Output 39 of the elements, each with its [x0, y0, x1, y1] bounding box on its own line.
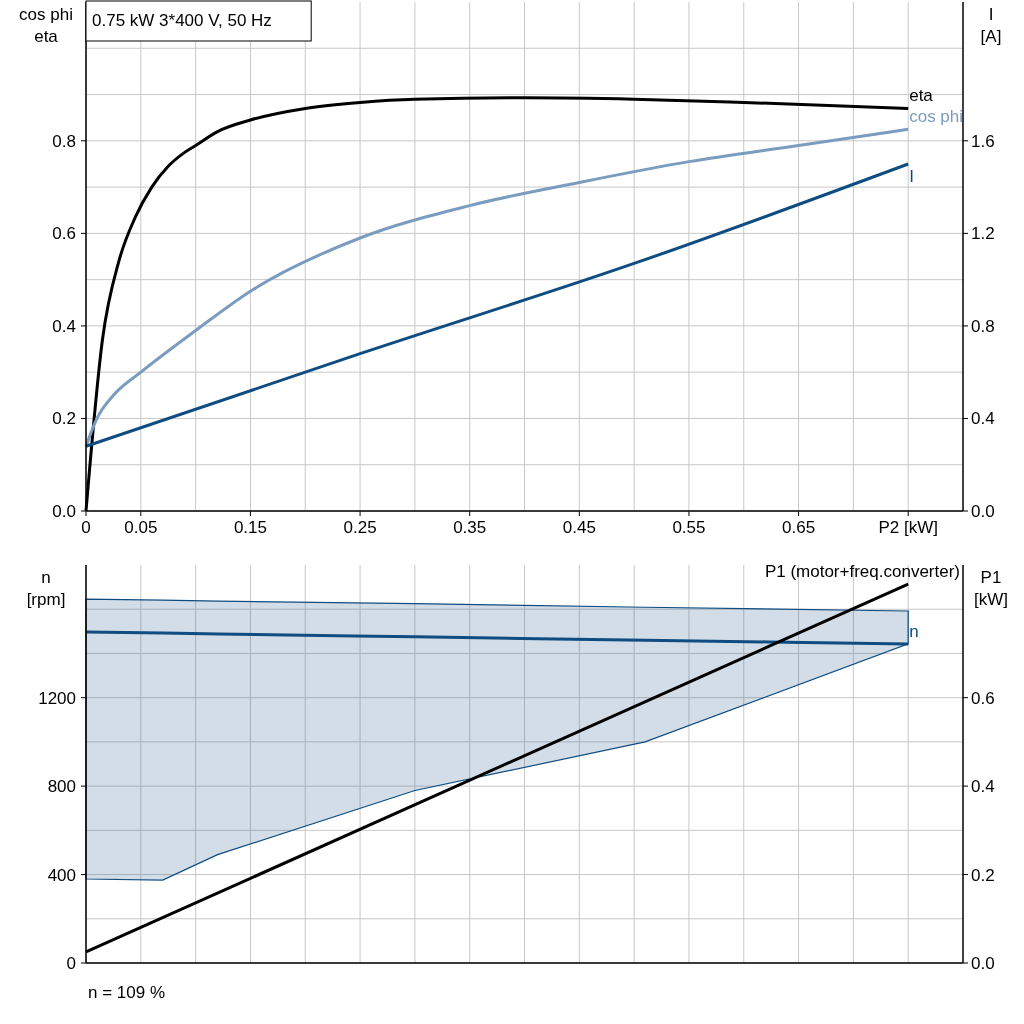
y2-tick-label: 0.8 [971, 316, 995, 336]
series-label: n [909, 621, 919, 641]
text: n = 109 % [88, 983, 166, 1002]
y-axis-title: cos phi eta [19, 5, 73, 46]
x-tick-label: P2 [kW] [878, 518, 938, 537]
x-tick-label: 0.15 [233, 518, 267, 537]
series-label: P1 (motor+freq.converter) [764, 562, 960, 582]
y2-axis-title: I [A] [980, 5, 1002, 46]
y-tick-label: 800 [47, 777, 76, 797]
y-axis-title: n [rpm] [26, 568, 66, 609]
y-tick-label: 0 [66, 954, 76, 973]
y-tick-label: 0.6 [52, 224, 76, 244]
y2-tick-label: 0.4 [971, 409, 995, 429]
y2-tick-label: 0.0 [971, 502, 995, 521]
y2-tick-label: 0.6 [971, 688, 995, 708]
y2-tick-label: 1.6 [971, 131, 995, 151]
x-tick-label: 0 [81, 518, 91, 537]
y-tick-label: 0.2 [52, 409, 76, 429]
y-tick-label: 0.0 [52, 502, 76, 521]
y2-tick-label: 1.2 [971, 224, 995, 244]
y2-tick-label: 0.2 [971, 865, 995, 885]
line-series [84, 630, 910, 646]
x-tick-label: 0.65 [782, 518, 816, 537]
y-tick-label: 1200 [38, 688, 76, 708]
x-tick-label: 0.45 [562, 518, 596, 537]
x-tick-label: 0.05 [124, 518, 158, 537]
y2-tick-label: 0.4 [971, 777, 995, 797]
series-label: cos phi [909, 107, 964, 127]
x-tick-label: 0.55 [672, 518, 706, 537]
y-tick-label: 0.8 [52, 131, 76, 151]
y-tick-label: 400 [47, 865, 76, 885]
series-label: eta [909, 86, 934, 106]
y2-axis-title: P1 [kW] [974, 568, 1008, 609]
text: 0.75 kW 3*400 V, 50 Hz [92, 11, 272, 30]
y-tick-label: 0.4 [52, 316, 76, 336]
x-tick-label: 0.25 [343, 518, 377, 537]
series-label: I [909, 166, 914, 186]
y2-tick-label: 0.0 [971, 954, 995, 973]
x-tick-label: 0.35 [453, 518, 487, 537]
